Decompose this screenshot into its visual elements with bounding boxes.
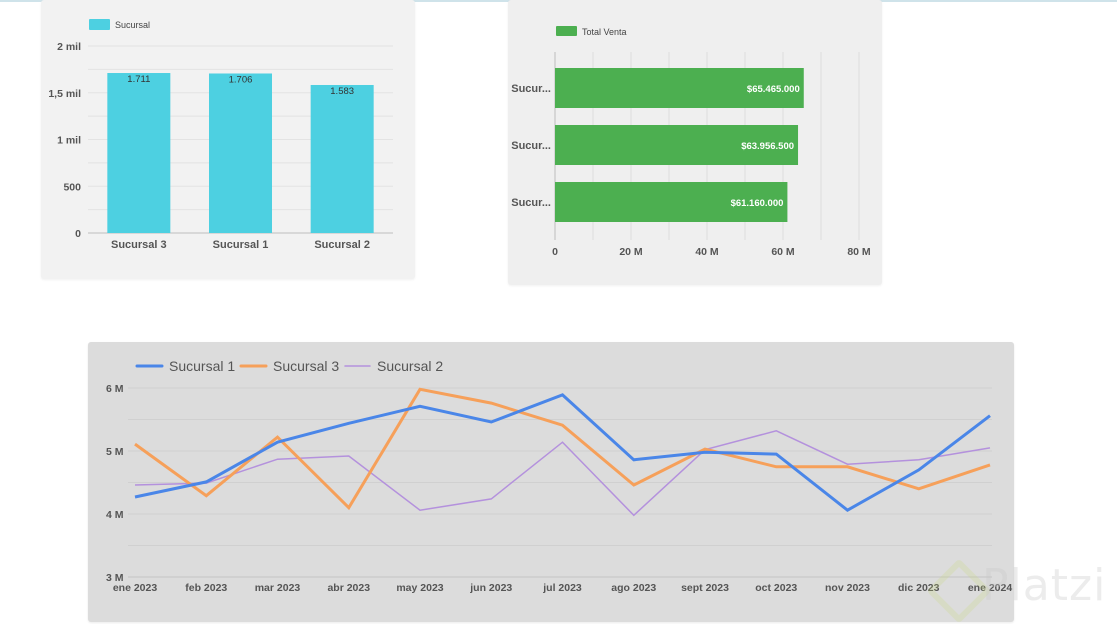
- bar: [555, 125, 799, 165]
- bar: [107, 73, 171, 233]
- x-tick-label: ago 2023: [611, 582, 656, 594]
- legend-swatch: [556, 26, 577, 36]
- bar: [209, 73, 272, 233]
- bar-data-label: $61.160.000: [731, 198, 784, 209]
- bar: [310, 84, 374, 233]
- x-tick-label: ene 2024: [968, 582, 1013, 594]
- y-tick-label: 2 mil: [57, 41, 81, 53]
- bar-data-label: 1.711: [127, 74, 150, 85]
- y-tick-label: 6 M: [106, 383, 124, 395]
- bar-data-label: $63.956.500: [741, 141, 794, 152]
- y-tick-label: Sucur...: [511, 140, 551, 152]
- x-tick-label: dic 2023: [898, 582, 940, 594]
- x-tick-label: 80 M: [847, 246, 871, 258]
- bar: [555, 182, 788, 222]
- x-tick-label: feb 2023: [185, 582, 227, 594]
- y-tick-label: 1 mil: [57, 135, 81, 147]
- x-tick-label: jun 2023: [469, 582, 512, 594]
- legend-label: Total Venta: [582, 27, 627, 37]
- series-line-sucursal-3: [134, 387, 991, 511]
- bar-data-label: $65.465.000: [747, 84, 800, 95]
- x-tick-label: Sucursal 1: [213, 239, 269, 251]
- y-tick-label: Sucur...: [511, 197, 551, 209]
- y-tick-label: 500: [63, 181, 81, 193]
- x-tick-label: sept 2023: [681, 582, 729, 594]
- x-tick-label: 20 M: [619, 246, 643, 258]
- y-tick-label: 3 M: [106, 572, 124, 584]
- x-tick-label: 0: [552, 246, 558, 258]
- x-tick-label: oct 2023: [755, 582, 797, 594]
- x-tick-label: ene 2023: [113, 582, 158, 594]
- y-tick-label: 5 M: [106, 446, 124, 458]
- x-tick-label: abr 2023: [327, 582, 370, 594]
- bar-data-label: 1.706: [229, 74, 253, 85]
- series-line-sucursal-1: [134, 393, 991, 513]
- y-tick-label: 4 M: [106, 509, 124, 521]
- x-tick-label: mar 2023: [255, 582, 301, 594]
- legend-label: Sucursal 2: [377, 358, 443, 374]
- bar: [555, 68, 804, 108]
- x-tick-label: Sucursal 3: [111, 239, 167, 251]
- y-tick-label: 0: [75, 228, 81, 240]
- x-tick-label: jul 2023: [542, 582, 582, 594]
- series-line-sucursal-2: [134, 430, 991, 517]
- bar-data-label: 1.583: [330, 86, 354, 97]
- y-tick-label: 1,5 mil: [48, 88, 81, 100]
- legend-label: Sucursal: [115, 20, 150, 30]
- y-tick-label: Sucur...: [511, 83, 551, 95]
- x-tick-label: 40 M: [695, 246, 719, 258]
- legend-label: Sucursal 1: [169, 358, 235, 374]
- x-tick-label: may 2023: [396, 582, 443, 594]
- legend-label: Sucursal 3: [273, 358, 339, 374]
- x-tick-label: Sucursal 2: [314, 239, 370, 251]
- x-tick-label: 60 M: [771, 246, 795, 258]
- legend-swatch: [89, 19, 110, 30]
- x-tick-label: nov 2023: [825, 582, 870, 594]
